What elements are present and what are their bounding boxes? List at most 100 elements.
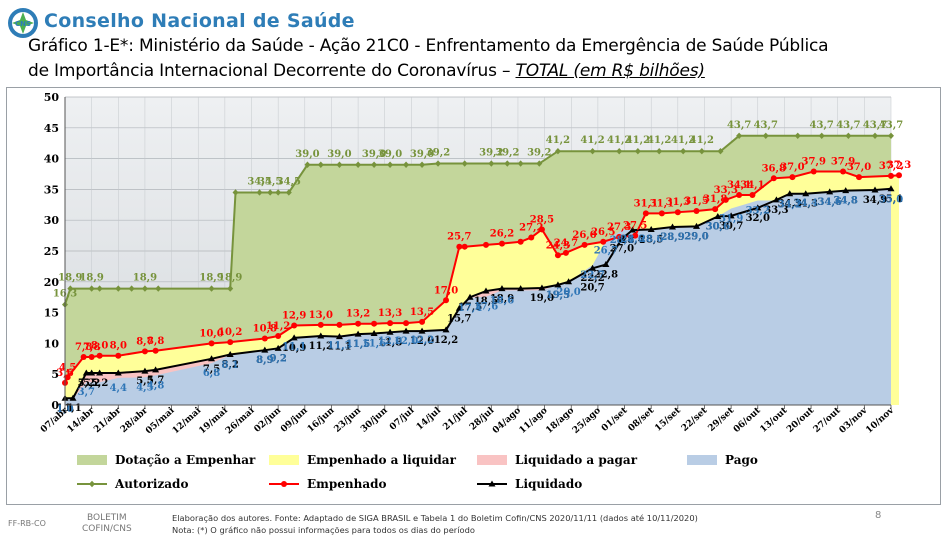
legend-marker-empenhado [281,481,287,487]
marker-liquidado [589,264,597,271]
marker-empenhado [810,168,817,175]
data-label-autorizado: 34,5 [247,176,271,187]
marker-liquidado [565,278,573,285]
marker-liquidado [602,261,610,268]
data-label-liquidado: 9,2 [269,353,286,364]
data-label-liquidado: 8,2 [221,359,238,370]
data-label-empenhado: 31,8 [703,194,727,205]
x-tick-label: 01/set [600,405,630,434]
marker-autorizado [698,148,705,155]
marker-autorizado [736,132,743,140]
legend-marker-autorizado [89,480,95,488]
data-label-empenhado: 37,0 [847,162,871,173]
marker-empenhado [482,241,489,248]
data-label-liquidado: 10,9 [282,343,306,354]
data-label-pago: 29,0 [684,231,708,242]
y-tick-label: 30 [44,214,60,227]
x-tick-label: 16/jun [306,405,337,434]
data-label-liquidado: 30,7 [719,221,743,232]
data-label-liquidado: 18,5 [474,296,498,307]
x-tick-label: 21/abr [92,406,123,435]
data-label-liquidado: 18,9 [490,294,514,305]
legend-marker-liquidado [488,480,496,487]
legend-label-empenhado: Empenhado [307,477,387,491]
data-label-liquidado: 35,1 [879,194,903,205]
marker-autorizado [387,161,394,168]
data-label-pago: 28,6 [620,234,644,245]
data-label-pago: 30,6 [706,222,730,233]
x-tick-label: 18/ago [544,406,576,436]
data-label-autorizado: 18,9 [199,273,223,284]
marker-empenhado [96,352,103,359]
chart-frame: 16,3 18,9 18,9 18,9 18,9 18,9 34,5 34,5 34,5 39,0… [6,87,941,505]
marker-liquidado [647,225,655,232]
marker-autorizado [115,285,122,292]
legend-swatch-liquidado-a-pagar [477,455,507,465]
data-label-empenhado: 24,7 [554,238,578,249]
y-tick-label: 15 [44,307,59,320]
data-label-liquidado: 34,9 [863,195,887,206]
data-label-liquidado: 27,0 [610,244,634,255]
data-label-pago: 12,2 [410,335,434,346]
marker-empenhado [419,318,426,325]
data-label-pago: 28,6 [639,234,663,245]
marker-empenhado [443,297,450,304]
marker-empenhado [498,240,505,247]
marker-liquidado [802,190,810,197]
marker-liquidado [629,226,637,233]
marker-liquidado [669,223,677,230]
marker-liquidado [482,287,490,294]
data-label-autorizado: 18,9 [58,273,82,284]
marker-autorizado [355,161,362,168]
data-label-liquidado: 30,6 [706,222,730,233]
marker-liquidado [786,190,794,197]
data-label-autorizado: 39,0 [410,149,434,160]
data-label-empenhado: 8,7 [136,336,153,347]
y-tick-label: 25 [44,245,59,258]
area-chart: 16,318,918,9 18,9 18,918,934,534,534,539,0… [39,91,911,491]
marker-empenhado [840,168,847,175]
marker-autorizado [680,148,687,155]
data-label-liquidado: 12,0 [410,336,434,347]
marker-autorizado [872,132,879,140]
marker-liquidado [226,350,234,357]
data-label-pago: 1,0 [56,404,73,415]
data-label-liquidado: 28,4 [620,235,644,246]
data-label-autorizado: 41,2 [626,135,650,146]
y-tick-label: 5 [51,368,59,381]
y-tick-label: 0 [51,399,59,412]
data-label-empenhado: 24,3 [546,240,570,251]
marker-autorizado [888,132,894,140]
data-label-autorizado: 41,2 [647,135,671,146]
data-label-empenhado: 31,3 [666,197,690,208]
marker-autorizado [435,160,442,167]
data-label-pago: 20,0 [556,287,580,298]
marker-liquidado [418,327,426,334]
data-label-pago: 34,2 [778,199,802,210]
x-tick-label: 08/set [627,405,657,434]
y-tick-label: 35 [44,183,59,196]
marker-empenhado [371,320,378,327]
marker-empenhado [355,320,362,327]
data-label-liquidado: 5,7 [147,375,164,386]
marker-liquidado [618,235,626,242]
marker-liquidado [354,330,362,337]
data-label-pago: 35,0 [879,194,903,205]
marker-autorizado [96,285,103,292]
data-label-autorizado: 39,0 [378,149,402,160]
data-label-empenhado: 4,5 [59,362,76,373]
data-label-autorizado: 39,2 [479,148,503,159]
marker-liquidado [290,334,298,341]
data-label-empenhado: 8,8 [147,336,164,347]
data-label-liquidado: 11,2 [309,341,333,352]
data-label-pago: 12,0 [394,336,418,347]
marker-liquidado [692,222,700,229]
x-tick-label: 02/jun [253,405,284,434]
data-label-liquidado: 7,5 [203,364,220,375]
marker-empenhado [658,210,665,217]
data-label-autorizado: 43,7 [836,120,860,131]
data-label-autorizado: 18,9 [133,273,157,284]
data-label-autorizado: 41,2 [607,135,631,146]
data-label-pago: 28,4 [610,235,634,246]
source-text: Elaboração dos autores. Fonte: Adaptado … [172,513,698,523]
